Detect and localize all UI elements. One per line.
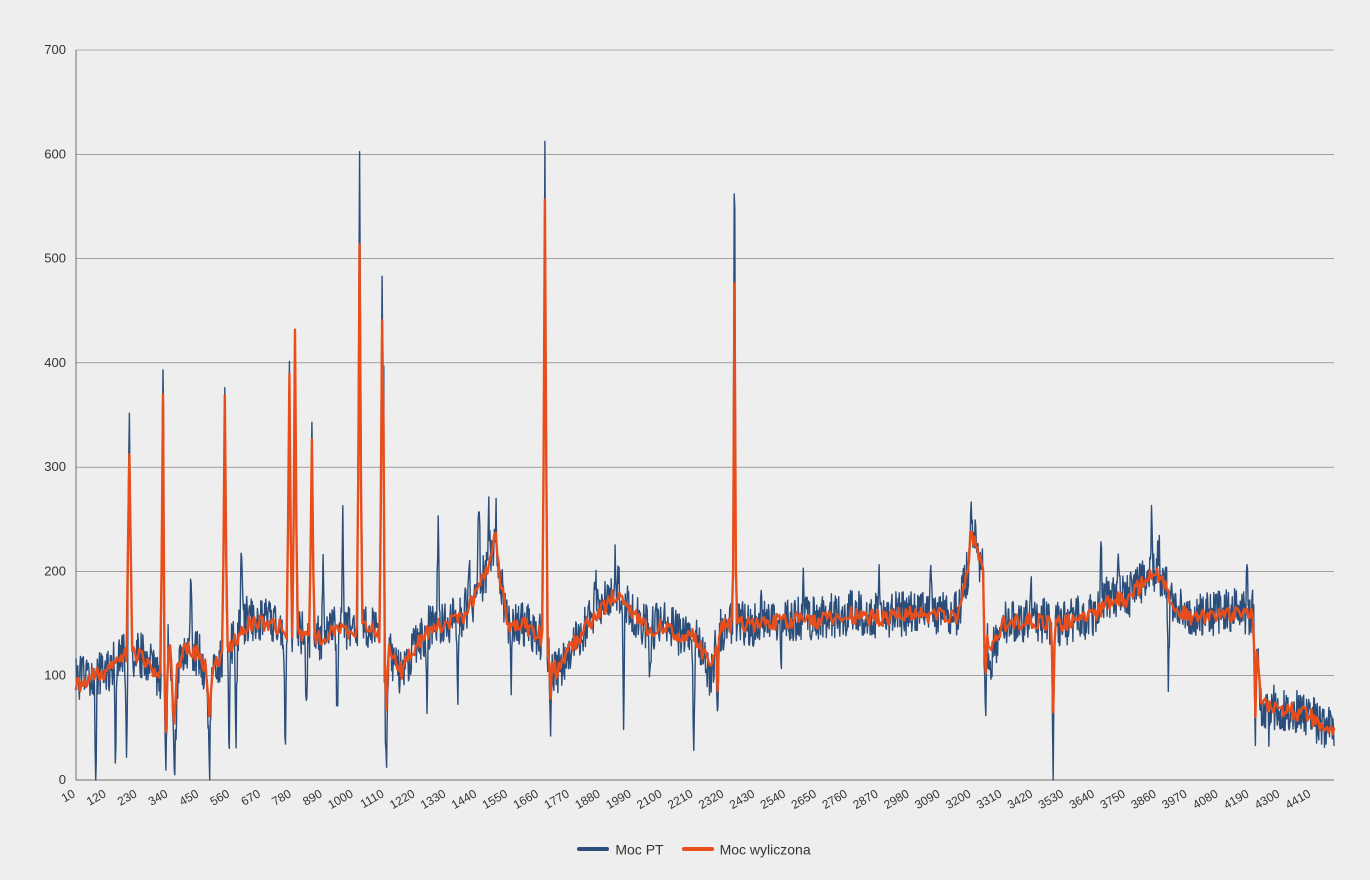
svg-text:2760: 2760: [820, 786, 850, 812]
legend-label: Moc wyliczona: [720, 841, 811, 857]
svg-text:1330: 1330: [418, 786, 448, 812]
svg-text:200: 200: [44, 563, 66, 578]
svg-text:1770: 1770: [542, 786, 572, 812]
svg-text:450: 450: [177, 786, 202, 808]
svg-text:3860: 3860: [1128, 786, 1158, 812]
series-moc-pt: [76, 142, 1334, 781]
legend-label: Moc PT: [615, 841, 663, 857]
svg-text:400: 400: [44, 355, 66, 370]
svg-text:1990: 1990: [603, 786, 633, 812]
legend-swatch: [577, 847, 609, 851]
svg-text:120: 120: [84, 786, 109, 808]
svg-text:700: 700: [44, 42, 66, 57]
svg-text:3530: 3530: [1036, 786, 1066, 812]
legend: Moc PT Moc wyliczona: [0, 840, 1370, 857]
svg-text:2100: 2100: [634, 786, 664, 812]
svg-text:1220: 1220: [387, 786, 417, 812]
chart-svg: 0 100 200 300 400 500 600 700 10 120 230 340 450 5606…: [0, 0, 1370, 880]
svg-text:2540: 2540: [758, 786, 788, 812]
svg-text:1660: 1660: [511, 786, 541, 812]
svg-text:2320: 2320: [696, 786, 726, 812]
svg-text:600: 600: [44, 146, 66, 161]
svg-text:3640: 3640: [1067, 786, 1097, 812]
svg-text:3090: 3090: [912, 786, 942, 812]
svg-text:2210: 2210: [665, 786, 695, 812]
svg-text:780: 780: [269, 786, 294, 808]
svg-text:4190: 4190: [1221, 786, 1251, 812]
svg-text:3420: 3420: [1005, 786, 1035, 812]
svg-text:4300: 4300: [1252, 786, 1282, 812]
chart-container: 0 100 200 300 400 500 600 700 10 120 230 340 450 5606…: [0, 0, 1370, 880]
svg-text:500: 500: [44, 251, 66, 266]
svg-text:1110: 1110: [358, 786, 387, 811]
svg-text:1000: 1000: [325, 786, 355, 812]
svg-text:3200: 3200: [943, 786, 973, 812]
svg-text:890: 890: [300, 786, 325, 808]
svg-text:3310: 3310: [974, 786, 1004, 812]
svg-text:2870: 2870: [850, 786, 880, 812]
svg-text:230: 230: [115, 786, 140, 808]
svg-text:2980: 2980: [881, 786, 911, 812]
svg-text:4080: 4080: [1190, 786, 1220, 812]
svg-text:560: 560: [208, 786, 233, 808]
legend-swatch: [682, 847, 714, 851]
svg-text:1550: 1550: [480, 786, 510, 812]
svg-text:2430: 2430: [727, 786, 757, 812]
svg-text:1880: 1880: [572, 786, 602, 812]
svg-text:2650: 2650: [789, 786, 819, 812]
svg-text:100: 100: [44, 668, 66, 683]
svg-text:670: 670: [238, 786, 263, 808]
svg-text:340: 340: [146, 786, 171, 808]
svg-text:3970: 3970: [1159, 786, 1189, 812]
svg-text:4410: 4410: [1283, 786, 1313, 812]
svg-text:0: 0: [59, 772, 66, 787]
svg-text:3750: 3750: [1098, 786, 1128, 812]
svg-text:10: 10: [59, 786, 78, 805]
svg-text:300: 300: [44, 459, 66, 474]
svg-text:1440: 1440: [449, 786, 479, 812]
